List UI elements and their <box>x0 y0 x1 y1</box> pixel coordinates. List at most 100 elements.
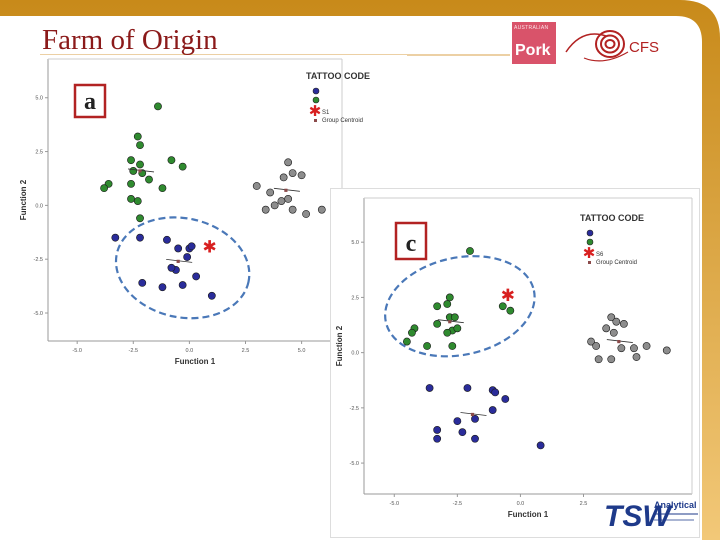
data-point <box>183 253 192 261</box>
data-point <box>425 384 434 392</box>
legend-green-marker <box>586 238 594 246</box>
y-axis-label: Function 2 <box>19 179 28 220</box>
data-point <box>498 302 507 311</box>
australian-pork-logo: AUSTRALIAN Pork <box>512 22 556 64</box>
cfs-ring-middle <box>600 34 620 54</box>
y-tick-label: 0.0 <box>351 351 359 357</box>
data-point <box>158 283 167 292</box>
y-tick-label: 2.5 <box>35 150 43 156</box>
x-axis-label: Function 1 <box>508 510 549 519</box>
legend-centroid-marker <box>588 261 591 264</box>
plot-c-axes <box>363 197 693 495</box>
legend-centroid-marker <box>314 119 317 122</box>
legend-blue-marker <box>586 229 594 237</box>
data-point <box>630 344 638 353</box>
highlight-ellipse <box>114 216 251 320</box>
data-point <box>433 320 442 328</box>
y-tick-label: -2.5 <box>350 406 359 412</box>
x-tick-label: 0.0 <box>186 348 194 354</box>
data-point <box>136 141 144 150</box>
data-point <box>612 317 621 326</box>
panel-label-c: c <box>394 221 428 261</box>
highlight-ellipse <box>384 255 536 358</box>
data-point <box>111 233 120 242</box>
data-point <box>463 384 472 392</box>
data-point <box>453 417 462 426</box>
panel-label-box <box>394 221 428 261</box>
data-point <box>127 156 135 165</box>
data-point <box>423 342 431 350</box>
y-tick-label: -5.0 <box>350 461 359 467</box>
data-point <box>187 242 196 251</box>
data-point <box>607 355 616 364</box>
data-point <box>261 205 270 214</box>
legend-star-marker: ✱ <box>309 103 322 120</box>
group-centroid <box>138 169 142 173</box>
data-point <box>270 201 279 210</box>
cfs-swoosh-lower <box>583 51 629 62</box>
legend-blue-marker <box>312 87 320 95</box>
data-point <box>632 353 641 361</box>
data-point <box>662 346 671 355</box>
tsw-analytical-logo: TSW Analytical <box>604 500 698 533</box>
data-point <box>471 414 479 423</box>
data-point <box>458 428 467 437</box>
data-point <box>136 214 144 223</box>
x-tick-label: 2.5 <box>242 348 250 354</box>
plot-a-marks: ✱ <box>100 102 326 320</box>
legend-centroid-label: Group Centroid <box>322 118 363 124</box>
data-point <box>609 328 618 337</box>
x-tick-label: -2.5 <box>129 348 138 354</box>
group-centroid <box>617 339 621 344</box>
group-centroid <box>284 188 288 192</box>
data-point <box>443 328 452 337</box>
x-tick-label: -5.0 <box>390 501 399 507</box>
data-point <box>163 235 171 244</box>
legend-star-marker: ✱ <box>583 245 596 262</box>
data-point <box>402 337 411 346</box>
plot-c-marks: ✱ <box>384 247 671 450</box>
data-point <box>284 158 293 167</box>
plot-a-legend: TATTOO CODE ✱ S1 Group Centroid <box>306 71 370 124</box>
panel-label-text: a <box>84 89 96 115</box>
data-point <box>178 281 187 289</box>
data-point <box>288 205 297 214</box>
sample-star: ✱ <box>202 237 216 256</box>
data-point <box>167 156 176 165</box>
y-axis-label: Function 2 <box>335 325 344 366</box>
cfs-ring-inner <box>604 39 616 49</box>
data-point <box>252 182 261 190</box>
cfs-logo-text: CFS <box>629 39 659 56</box>
data-point <box>587 337 595 346</box>
x-tick-label: 0.0 <box>517 501 525 507</box>
data-point <box>288 169 297 177</box>
plot-c-ticks: -5.0 -2.5 0.0 2.5 -5.0 -2.5 0.0 2.5 5.0 <box>350 240 588 507</box>
pork-logo-text: Pork <box>515 42 551 59</box>
data-point <box>277 197 286 205</box>
data-point <box>433 434 442 443</box>
data-point <box>607 313 616 322</box>
data-point <box>453 324 462 333</box>
data-point <box>619 320 628 328</box>
cfs-logo: CFS <box>565 30 659 62</box>
data-point <box>138 278 147 287</box>
legend-centroid-label: Group Centroid <box>596 260 637 266</box>
data-point <box>154 102 162 111</box>
plot-a-ticks: -5.0 -2.5 0.0 2.5 5.0 -5.0 -2.5 0.0 2.5 5.0 <box>34 96 306 354</box>
y-tick-label: 0.0 <box>35 203 43 209</box>
data-point <box>594 355 603 364</box>
data-point <box>602 324 611 333</box>
data-point <box>297 171 306 180</box>
y-tick-label: -2.5 <box>34 257 43 263</box>
data-point <box>617 344 626 353</box>
data-point <box>127 179 135 188</box>
plot-c-legend: TATTOO CODE ✱ S6 Group Centroid <box>580 213 644 266</box>
data-point <box>592 342 601 350</box>
data-point <box>158 184 167 193</box>
data-point <box>445 293 454 302</box>
data-point <box>466 247 474 255</box>
data-point <box>536 441 545 450</box>
x-axis-label: Function 1 <box>175 357 216 366</box>
scatter-plot-c: -5.0 -2.5 0.0 2.5 -5.0 -2.5 0.0 2.5 5.0 Function… <box>330 188 700 538</box>
sample-star: ✱ <box>501 286 515 305</box>
